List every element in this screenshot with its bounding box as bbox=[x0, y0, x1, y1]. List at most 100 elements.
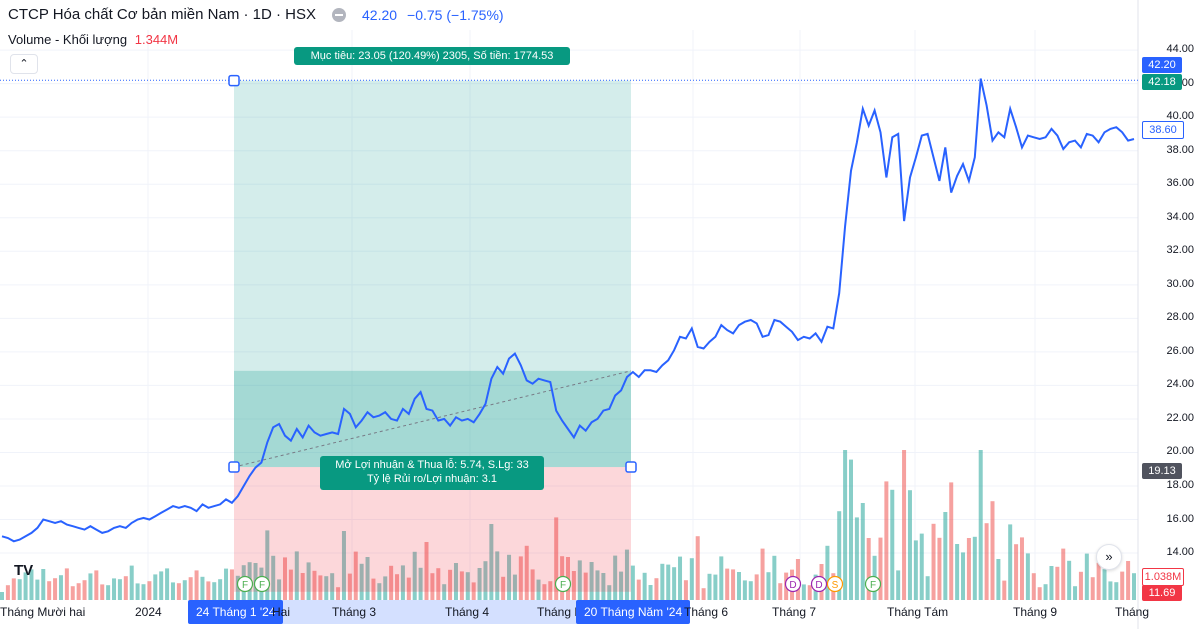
volume-bar bbox=[919, 533, 924, 600]
event-marker[interactable] bbox=[784, 575, 802, 593]
volume-bar bbox=[1025, 553, 1030, 600]
volume-bar bbox=[1102, 569, 1107, 600]
volume-bar bbox=[58, 575, 63, 600]
price-change: −0.75 (−1.75%) bbox=[407, 6, 504, 23]
volume-bar bbox=[660, 563, 665, 600]
position-handles[interactable] bbox=[228, 74, 637, 473]
volume-bar bbox=[418, 567, 423, 600]
volume-bar bbox=[412, 551, 417, 600]
volume-bar bbox=[731, 569, 736, 600]
volume-bar bbox=[961, 552, 966, 600]
volume-bar bbox=[778, 583, 783, 600]
drag-handle[interactable] bbox=[625, 461, 637, 473]
volume-bar bbox=[400, 565, 405, 600]
volume-bar bbox=[518, 556, 523, 600]
volume-bar bbox=[377, 583, 382, 600]
volume-bar bbox=[436, 568, 441, 600]
target-label[interactable]: Mục tiêu: 23.05 (120.49%) 2305, Số tiền:… bbox=[294, 47, 570, 65]
volume-bar bbox=[294, 551, 299, 600]
event-marker[interactable] bbox=[554, 575, 572, 593]
volume-bar bbox=[188, 577, 193, 600]
volume-bar bbox=[619, 571, 624, 600]
volume-bar bbox=[324, 576, 329, 600]
volume-bar bbox=[465, 572, 470, 600]
long-position-tool[interactable] bbox=[233, 80, 632, 592]
volume-bar bbox=[719, 556, 724, 600]
volume-tag: 1.038M bbox=[1142, 568, 1184, 586]
volume-bar bbox=[424, 542, 429, 600]
volume-bar bbox=[837, 511, 842, 600]
stop-price-tag: 11.69 bbox=[1142, 585, 1182, 601]
volume-bar bbox=[807, 585, 812, 600]
volume-bar bbox=[41, 569, 46, 600]
volume-bar bbox=[0, 592, 4, 600]
price-tick-label: 34.00 bbox=[1166, 210, 1194, 223]
volume-bar bbox=[630, 565, 635, 600]
drag-handle[interactable] bbox=[228, 461, 240, 473]
volume-bar bbox=[907, 490, 912, 600]
volume-bar bbox=[931, 523, 936, 600]
volume-bar bbox=[896, 570, 901, 600]
price-tick-label: 38.00 bbox=[1166, 143, 1194, 156]
event-marker[interactable] bbox=[236, 575, 254, 593]
volume-bar bbox=[5, 585, 10, 600]
last-price: 42.20 bbox=[362, 6, 398, 23]
volume-bar bbox=[666, 564, 671, 600]
volume-bar bbox=[636, 579, 641, 600]
scroll-to-realtime-icon[interactable]: » bbox=[1096, 544, 1122, 570]
event-marker[interactable] bbox=[864, 575, 882, 593]
volume-bar bbox=[972, 536, 977, 600]
volume-bar bbox=[589, 562, 594, 600]
volume-bar bbox=[235, 575, 240, 600]
volume-bar bbox=[854, 517, 859, 600]
volume-bar bbox=[1126, 561, 1131, 600]
volume-bar bbox=[359, 563, 364, 600]
volume-bar bbox=[878, 537, 883, 600]
volume-bar bbox=[624, 549, 629, 600]
event-marker-label: F bbox=[259, 580, 265, 591]
volume-bar bbox=[300, 573, 305, 600]
tradingview-logo[interactable]: TV bbox=[14, 562, 34, 579]
volume-bar bbox=[442, 584, 447, 600]
event-marker[interactable] bbox=[253, 575, 271, 593]
symbol-title[interactable]: CTCP Hóa chất Cơ bản miền Nam · 1D · HSX bbox=[8, 6, 316, 23]
price-tick-label: 24.00 bbox=[1166, 378, 1194, 391]
volume-value: 1.344M bbox=[134, 32, 179, 47]
volume-bar bbox=[725, 568, 730, 600]
volume-bar bbox=[890, 489, 895, 600]
price-tick-label: 28.00 bbox=[1166, 311, 1194, 324]
volume-bar bbox=[123, 576, 128, 600]
volume-bar bbox=[165, 568, 170, 600]
event-marker[interactable] bbox=[826, 575, 844, 593]
volume-bar bbox=[47, 581, 52, 600]
volume-bar bbox=[395, 574, 400, 600]
volume-bar bbox=[772, 555, 777, 600]
volume-bar bbox=[306, 562, 311, 600]
event-marker-label: F bbox=[870, 580, 876, 591]
volume-bar bbox=[683, 580, 688, 600]
last-price-tag: 42.20 bbox=[1142, 57, 1182, 73]
volume-bar bbox=[288, 569, 293, 600]
chevron-up-icon[interactable]: ⌃ bbox=[10, 54, 38, 74]
position-info[interactable]: Mở Lợi nhuận & Thua lỗ: 5.74, S.Lg: 33 T… bbox=[320, 456, 544, 490]
volume-bar bbox=[1037, 587, 1042, 600]
volume-bar bbox=[341, 531, 346, 600]
price-tick-label: 16.00 bbox=[1166, 512, 1194, 525]
volume-bar bbox=[648, 585, 653, 600]
volume-bar bbox=[64, 568, 69, 600]
volume-bar bbox=[689, 558, 694, 600]
volume-bar bbox=[1078, 571, 1083, 600]
volume-bar bbox=[1008, 524, 1013, 600]
volume-bar bbox=[336, 587, 341, 600]
profit-zone[interactable] bbox=[234, 80, 631, 468]
event-marker[interactable] bbox=[810, 575, 828, 593]
volume-bar bbox=[1049, 566, 1054, 600]
time-tick-label: Tháng 3 bbox=[332, 605, 377, 619]
volume-bar bbox=[277, 579, 282, 600]
volume-bar bbox=[11, 578, 16, 600]
visibility-icon[interactable] bbox=[332, 7, 346, 22]
drag-handle[interactable] bbox=[228, 74, 240, 87]
volume-bar bbox=[1096, 562, 1101, 600]
volume-bar bbox=[1067, 560, 1072, 600]
